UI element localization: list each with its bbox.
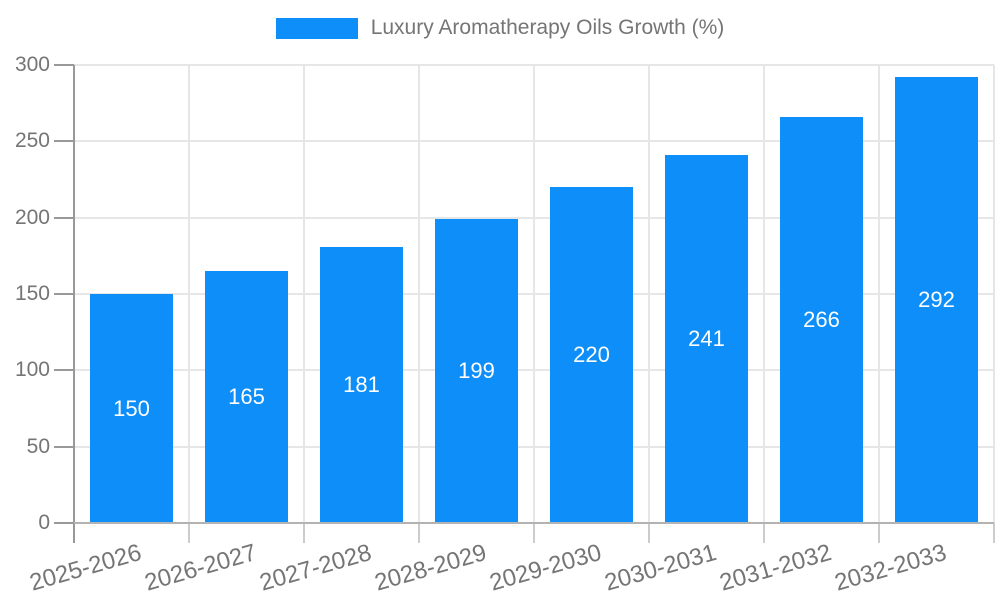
v-gridline <box>878 65 880 523</box>
x-axis-tick <box>418 523 420 543</box>
v-gridline <box>303 65 305 523</box>
x-axis-line <box>74 522 994 524</box>
y-axis-tick-label: 100 <box>14 358 50 382</box>
x-axis-tick <box>188 523 190 543</box>
bar-value-label: 220 <box>573 342 610 368</box>
x-axis-tick <box>303 523 305 543</box>
y-axis-tick-label: 250 <box>14 129 50 153</box>
y-axis-tick-label: 300 <box>14 53 50 76</box>
y-axis-tick <box>54 445 74 448</box>
bar[interactable]: 199 <box>435 219 518 523</box>
bar-value-label: 150 <box>113 395 150 421</box>
x-axis-tick <box>648 523 650 543</box>
v-gridline <box>648 65 650 523</box>
legend-label: Luxury Aromatherapy Oils Growth (%) <box>370 16 725 39</box>
y-axis-tick <box>54 369 74 372</box>
bar-value-label: 241 <box>688 326 725 352</box>
bar-value-label: 292 <box>918 287 955 313</box>
chart-legend[interactable]: Luxury Aromatherapy Oils Growth (%) <box>0 16 1000 40</box>
v-gridline <box>763 65 765 523</box>
y-axis-tick <box>54 216 74 219</box>
y-axis-tick-label: 200 <box>14 205 50 229</box>
bar-value-label: 181 <box>343 371 380 397</box>
bar[interactable]: 266 <box>780 116 863 523</box>
v-gridline <box>418 65 420 523</box>
x-axis-tick <box>763 523 765 543</box>
v-gridline <box>993 65 995 523</box>
bar-value-label: 199 <box>458 358 495 384</box>
legend-color-swatch <box>275 17 358 39</box>
y-axis-tick <box>54 293 74 295</box>
bar[interactable]: 292 <box>895 77 978 523</box>
y-axis-tick <box>54 522 74 524</box>
bar-value-label: 165 <box>228 384 265 410</box>
v-gridline <box>188 65 190 523</box>
v-gridline <box>533 65 535 523</box>
bar-value-label: 266 <box>803 306 840 332</box>
x-axis-tick <box>993 523 995 543</box>
y-axis-tick <box>54 64 74 66</box>
y-axis-tick-label: 50 <box>26 434 50 458</box>
y-axis-line <box>73 65 75 543</box>
y-axis-tick <box>54 140 74 143</box>
bar[interactable]: 150 <box>90 294 173 523</box>
x-axis-tick <box>878 523 880 543</box>
bar[interactable]: 241 <box>665 155 748 523</box>
bar[interactable]: 220 <box>550 187 633 523</box>
bar[interactable]: 181 <box>320 246 403 523</box>
y-axis-tick-label: 150 <box>14 282 50 305</box>
y-axis-tick-label: 0 <box>38 511 50 534</box>
x-axis-tick <box>533 523 535 543</box>
bar[interactable]: 165 <box>205 271 288 523</box>
